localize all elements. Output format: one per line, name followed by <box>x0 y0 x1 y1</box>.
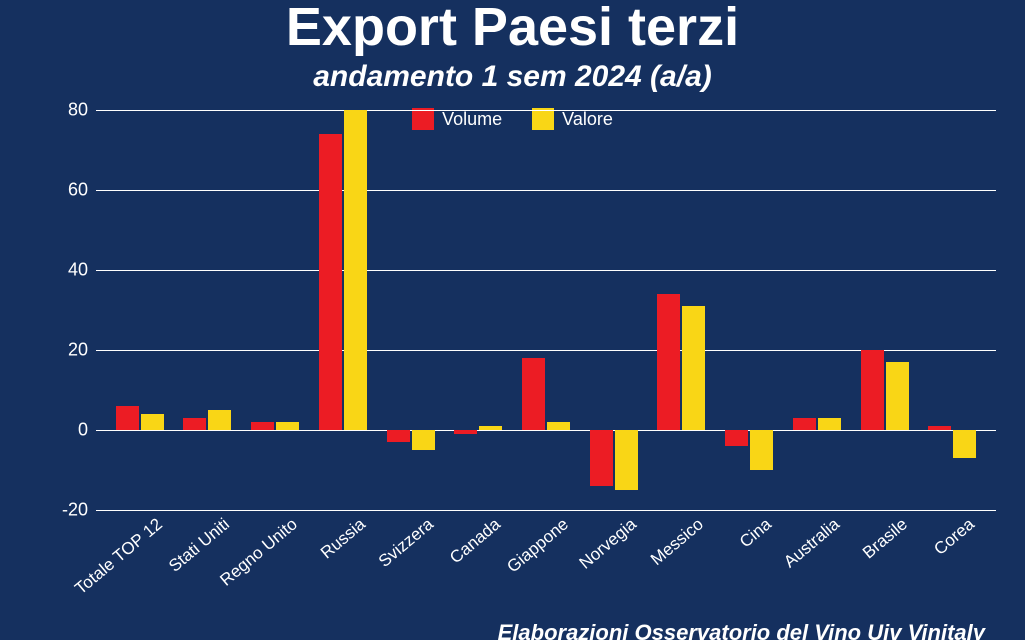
chart-container: Export Paesi terzi andamento 1 sem 2024 … <box>0 0 1025 640</box>
chart-area: -20020406080 Totale TOP 12Stati UnitiReg… <box>40 110 1000 510</box>
bar <box>454 430 477 434</box>
y-tick-label: 80 <box>40 100 88 121</box>
bar <box>116 406 139 430</box>
bar <box>861 350 884 430</box>
bar <box>183 418 206 430</box>
bar <box>615 430 638 490</box>
bar <box>928 426 951 430</box>
bar <box>682 306 705 430</box>
bar <box>276 422 299 430</box>
bar <box>319 134 342 430</box>
bar <box>953 430 976 458</box>
bar <box>479 426 502 430</box>
bar <box>793 418 816 430</box>
bar <box>251 422 274 430</box>
y-tick-label: 0 <box>40 420 88 441</box>
bar <box>818 418 841 430</box>
y-tick-label: 60 <box>40 180 88 201</box>
plot-area <box>96 110 996 510</box>
bar <box>522 358 545 430</box>
y-tick-label: -20 <box>40 500 88 521</box>
bar <box>141 414 164 430</box>
chart-footer: Elaborazioni Osservatorio del Vino Uiv V… <box>498 620 985 640</box>
bar <box>412 430 435 450</box>
bar <box>725 430 748 446</box>
bars-layer <box>96 110 996 510</box>
bar <box>590 430 613 486</box>
bar <box>750 430 773 470</box>
y-tick-label: 20 <box>40 340 88 361</box>
chart-subtitle: andamento 1 sem 2024 (a/a) <box>0 60 1025 94</box>
bar <box>547 422 570 430</box>
y-tick-label: 40 <box>40 260 88 281</box>
bar <box>886 362 909 430</box>
chart-title: Export Paesi terzi <box>0 0 1025 54</box>
bar <box>387 430 410 442</box>
bar <box>344 110 367 430</box>
bar <box>208 410 231 430</box>
bar <box>657 294 680 430</box>
